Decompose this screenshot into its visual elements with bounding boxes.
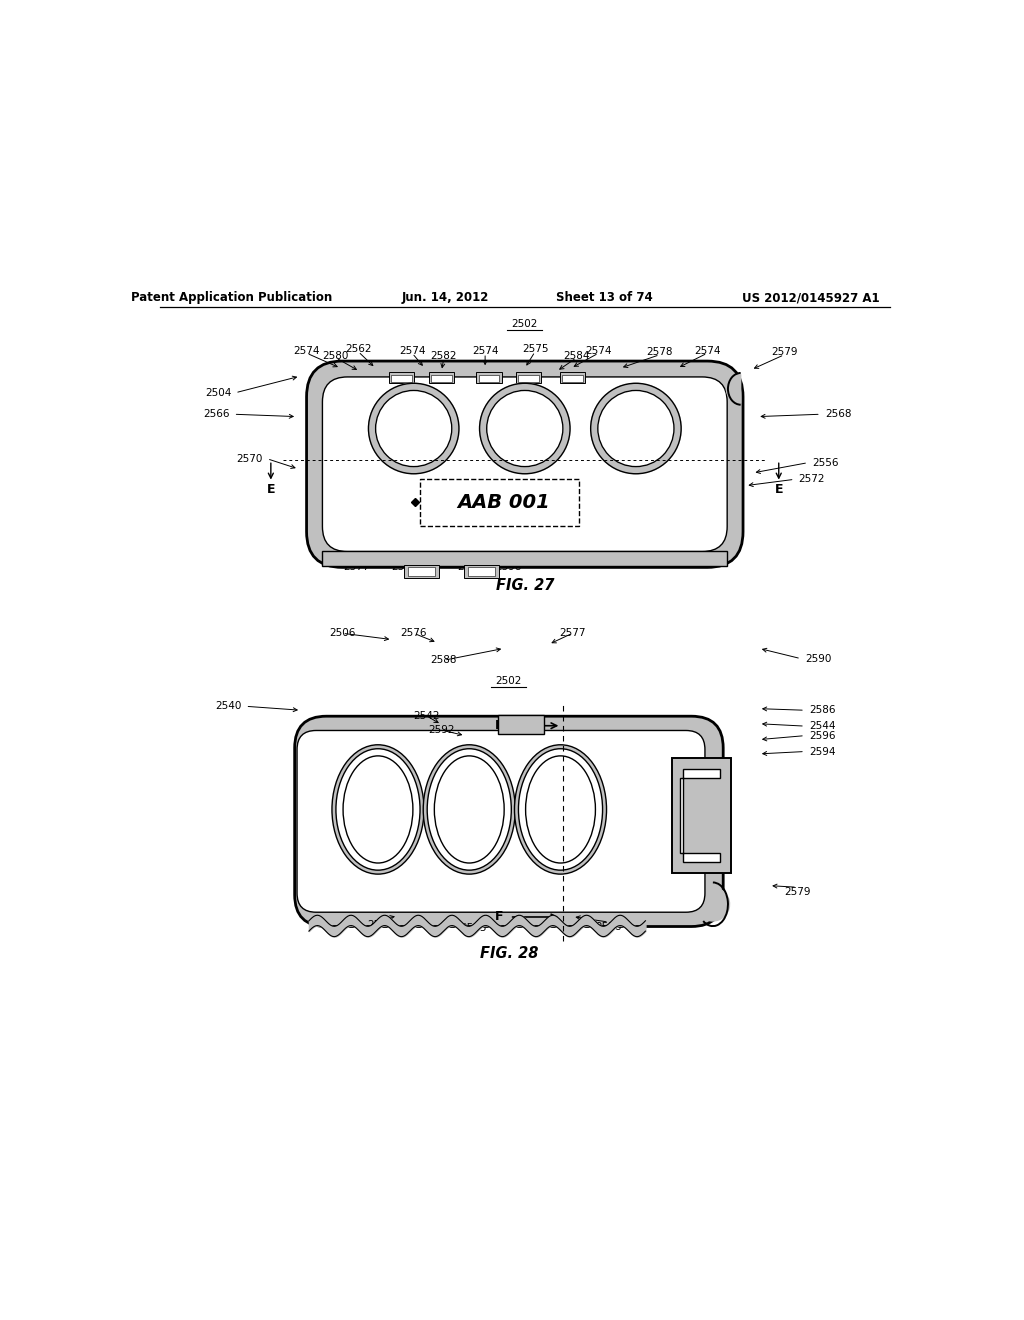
Text: 2576: 2576 — [400, 628, 427, 639]
Text: 2574: 2574 — [368, 920, 393, 929]
Bar — [409, 568, 435, 576]
Bar — [391, 375, 412, 383]
Text: 2564: 2564 — [458, 561, 484, 572]
Bar — [562, 375, 583, 383]
Text: 2592: 2592 — [428, 725, 455, 735]
FancyBboxPatch shape — [297, 730, 705, 912]
Text: FIG. 28: FIG. 28 — [479, 946, 539, 961]
Bar — [476, 372, 502, 383]
Text: 2574: 2574 — [399, 346, 425, 356]
Text: US 2012/0145927 A1: US 2012/0145927 A1 — [741, 292, 880, 304]
Text: AAB 001: AAB 001 — [457, 492, 550, 512]
FancyBboxPatch shape — [323, 378, 727, 552]
Text: 2578: 2578 — [646, 347, 673, 358]
Wedge shape — [705, 887, 729, 921]
Ellipse shape — [525, 756, 595, 863]
Text: 2540: 2540 — [215, 701, 242, 711]
Text: 2582: 2582 — [431, 351, 457, 360]
Text: 2504: 2504 — [205, 388, 231, 397]
Bar — [479, 375, 500, 383]
Bar — [498, 714, 544, 734]
Ellipse shape — [434, 756, 504, 863]
Ellipse shape — [514, 744, 606, 874]
Text: 2506: 2506 — [329, 628, 355, 639]
Text: 2578: 2578 — [596, 921, 623, 932]
Circle shape — [479, 383, 570, 474]
Text: 2579: 2579 — [783, 887, 810, 898]
Ellipse shape — [427, 748, 511, 870]
Text: 2574: 2574 — [293, 346, 319, 356]
Bar — [468, 568, 495, 576]
Text: 2566: 2566 — [203, 409, 229, 420]
Text: Sheet 13 of 74: Sheet 13 of 74 — [556, 292, 652, 304]
Polygon shape — [680, 770, 720, 862]
Bar — [420, 479, 579, 527]
FancyBboxPatch shape — [295, 717, 723, 927]
Ellipse shape — [336, 748, 420, 870]
Text: 2584: 2584 — [563, 351, 590, 360]
Circle shape — [486, 391, 563, 466]
Text: 2588: 2588 — [431, 655, 457, 665]
Text: 2586: 2586 — [809, 705, 836, 715]
Text: 2596: 2596 — [809, 731, 836, 741]
Bar — [560, 372, 585, 383]
Text: E: E — [266, 483, 275, 496]
Text: 2577: 2577 — [559, 628, 586, 639]
Polygon shape — [672, 758, 731, 873]
Text: FIG. 27: FIG. 27 — [496, 578, 554, 593]
Text: 2574: 2574 — [586, 346, 612, 356]
Ellipse shape — [423, 744, 515, 874]
Text: 2574: 2574 — [694, 346, 721, 356]
Text: F: F — [495, 911, 504, 924]
Text: 2502: 2502 — [512, 319, 538, 329]
Text: Jun. 14, 2012: Jun. 14, 2012 — [401, 292, 489, 304]
Text: 2579: 2579 — [771, 347, 798, 358]
Text: 2575: 2575 — [522, 345, 549, 354]
Ellipse shape — [343, 756, 413, 863]
Text: 2577: 2577 — [343, 561, 370, 572]
Text: Patent Application Publication: Patent Application Publication — [130, 292, 332, 304]
Text: 2594: 2594 — [809, 747, 836, 756]
Text: 2574: 2574 — [472, 346, 499, 356]
Bar — [389, 372, 415, 383]
Text: 2575: 2575 — [460, 924, 486, 933]
Ellipse shape — [518, 748, 602, 870]
Circle shape — [369, 383, 459, 474]
Text: 2562: 2562 — [345, 345, 372, 354]
Wedge shape — [726, 375, 740, 403]
Text: 2502: 2502 — [496, 676, 522, 686]
Bar — [516, 372, 542, 383]
Bar — [323, 550, 727, 566]
Text: 2598: 2598 — [496, 561, 522, 572]
Text: 2542: 2542 — [413, 710, 439, 721]
Text: 2568: 2568 — [824, 409, 851, 420]
Bar — [518, 375, 539, 383]
Text: F: F — [495, 719, 504, 733]
Text: 2580: 2580 — [323, 351, 349, 360]
Text: 2572: 2572 — [799, 474, 825, 484]
Text: 2556: 2556 — [812, 458, 839, 467]
Bar — [404, 565, 439, 578]
Text: 2570: 2570 — [237, 454, 263, 463]
Bar — [464, 565, 499, 578]
Circle shape — [591, 383, 681, 474]
Text: 2576: 2576 — [391, 561, 418, 572]
Bar — [429, 372, 455, 383]
FancyBboxPatch shape — [306, 362, 743, 568]
Circle shape — [598, 391, 674, 466]
Text: E: E — [774, 483, 783, 496]
Ellipse shape — [332, 744, 424, 874]
Text: 2544: 2544 — [809, 721, 836, 731]
Circle shape — [376, 391, 452, 466]
Bar — [431, 375, 452, 383]
Text: 2590: 2590 — [805, 653, 831, 664]
